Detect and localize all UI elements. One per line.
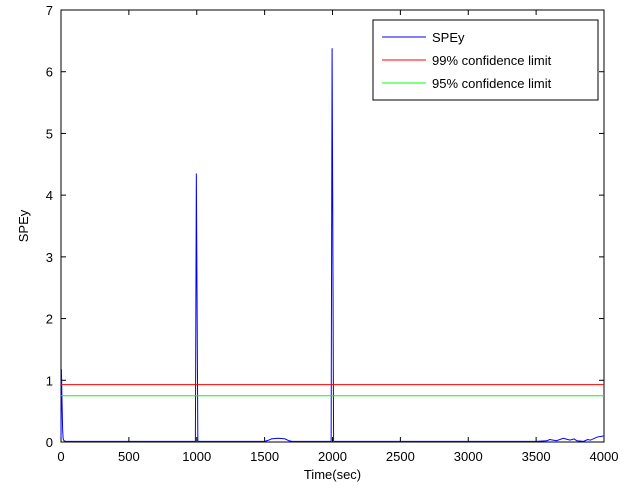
series-layer: [60, 48, 605, 443]
x-tick-label: 0: [57, 449, 64, 464]
series-line-0: [60, 48, 605, 443]
x-axis-label: Time(sec): [304, 467, 361, 482]
y-axis-label: SPEy: [16, 209, 31, 242]
y-tick-label: 7: [46, 3, 53, 18]
legend: SPEy 99% confidence limit 95% confidence l…: [372, 19, 599, 101]
y-tick-label: 3: [46, 250, 53, 265]
x-tick-label: 3500: [522, 449, 551, 464]
y-tick-label: 0: [46, 435, 53, 450]
x-tick-label: 1500: [250, 449, 279, 464]
legend-label: SPEy: [432, 30, 465, 45]
x-tick-label: 500: [118, 449, 140, 464]
y-tick-label: 1: [46, 373, 53, 388]
x-tick-label: 1000: [182, 449, 211, 464]
x-tick-label: 4000: [590, 449, 619, 464]
legend-label: 95% confidence limit: [432, 76, 552, 91]
x-tick-label: 2000: [318, 449, 347, 464]
x-tick-label: 3000: [454, 449, 483, 464]
y-tick-label: 2: [46, 312, 53, 327]
y-tick-label: 5: [46, 126, 53, 141]
x-tick-label: 2500: [386, 449, 415, 464]
legend-label: 99% confidence limit: [432, 53, 552, 68]
ticks-layer: 0 500 1000 1500 2000 2500 3000 3500 4000 0 1 2 3 4 5 6 7: [46, 3, 619, 464]
y-tick-label: 4: [46, 188, 53, 203]
y-tick-label: 6: [46, 65, 53, 80]
